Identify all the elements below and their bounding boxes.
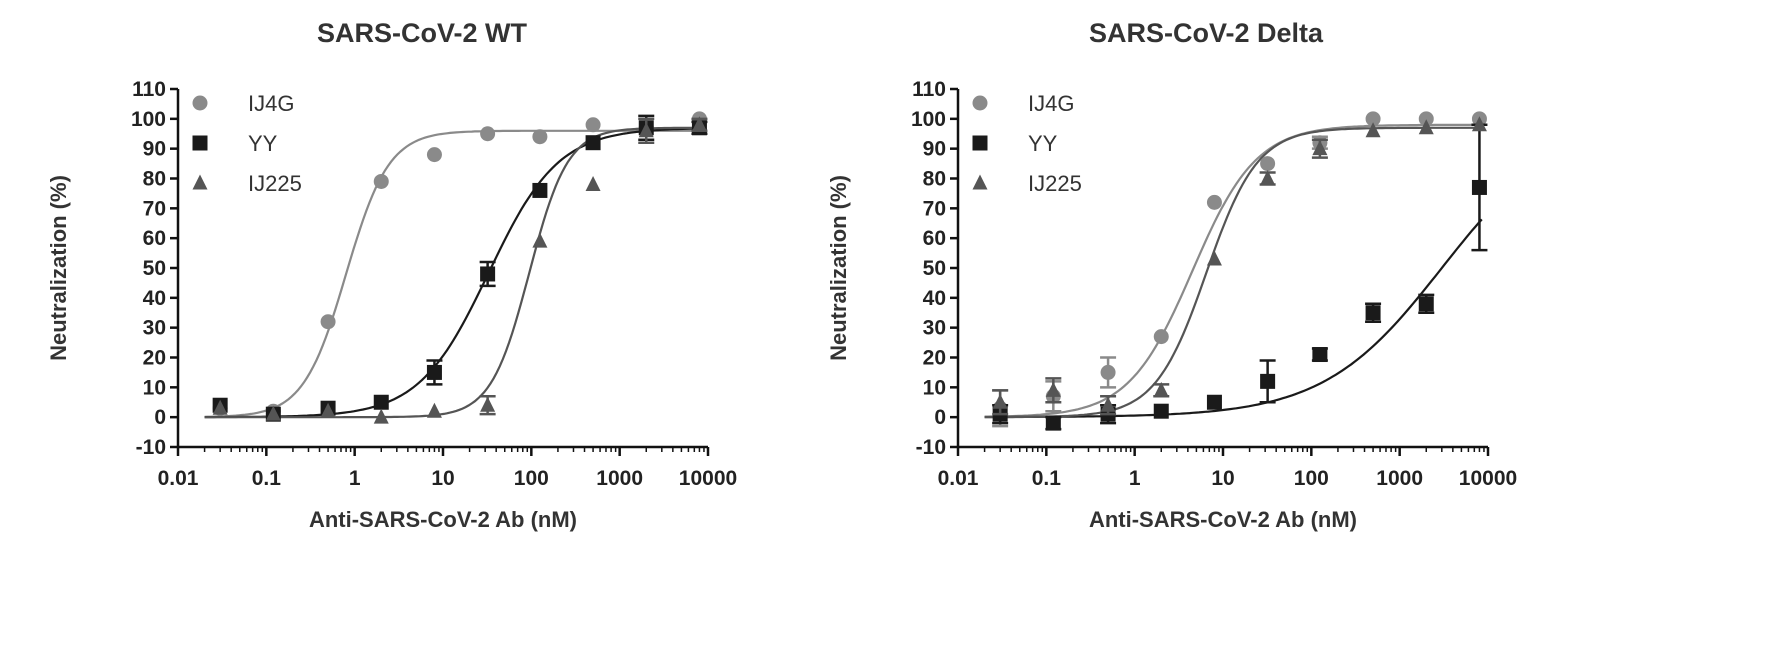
series-IJ225 — [213, 116, 708, 423]
x-tick-label: 0.01 — [938, 467, 979, 490]
x-tick-label: 10 — [431, 467, 454, 490]
series-YY — [213, 116, 708, 422]
x-tick-label: 10 — [1211, 467, 1234, 490]
data-point-IJ4G — [374, 174, 389, 189]
data-point-IJ225 — [532, 233, 547, 248]
x-tick-label: 100 — [1294, 467, 1329, 490]
y-axis-label: Neutralization (%) — [826, 175, 851, 361]
y-tick-label: 20 — [143, 347, 166, 370]
data-point-YY — [480, 266, 495, 281]
legend-marker-IJ225 — [193, 175, 208, 190]
data-point-YY — [1419, 296, 1434, 311]
data-point-YY — [1154, 404, 1169, 419]
data-point-IJ225 — [993, 394, 1008, 409]
y-tick-label: 110 — [132, 78, 166, 101]
legend-label: IJ225 — [248, 171, 302, 196]
y-tick-label: 70 — [923, 197, 946, 220]
y-tick-label: 50 — [923, 257, 946, 280]
data-point-IJ225 — [1046, 382, 1061, 397]
data-point-IJ225 — [427, 403, 442, 418]
data-point-IJ4G — [586, 117, 601, 132]
fit-curve-YY — [985, 219, 1482, 417]
data-point-IJ4G — [1260, 156, 1275, 171]
y-axis-label: Neutralization (%) — [46, 175, 71, 361]
y-tick-label: 40 — [143, 287, 166, 310]
y-tick-label: 70 — [143, 197, 166, 220]
x-tick-label: 0.1 — [252, 467, 282, 490]
y-tick-label: 80 — [143, 168, 166, 191]
legend-marker-YY — [973, 136, 988, 151]
y-tick-label: 60 — [143, 227, 166, 250]
legend-marker-IJ225 — [973, 175, 988, 190]
legend-label: YY — [248, 131, 278, 156]
legend-label: YY — [1028, 131, 1058, 156]
series-IJ225 — [992, 116, 1487, 414]
legend-label: IJ4G — [248, 91, 294, 116]
y-tick-label: 30 — [143, 317, 166, 340]
y-tick-label: 30 — [923, 317, 946, 340]
y-tick-label: 0 — [934, 406, 946, 429]
x-tick-label: 0.01 — [158, 467, 199, 490]
data-point-YY — [1260, 374, 1275, 389]
x-tick-label: 100 — [514, 467, 549, 490]
data-point-IJ4G — [427, 147, 442, 162]
y-tick-label: 10 — [923, 376, 946, 399]
data-point-IJ4G — [480, 126, 495, 141]
series-IJ4G — [213, 111, 707, 418]
y-tick-label: 90 — [143, 138, 166, 161]
y-tick-label: -10 — [916, 436, 946, 459]
data-point-YY — [1312, 347, 1327, 362]
data-point-IJ4G — [1154, 329, 1169, 344]
data-point-YY — [532, 183, 547, 198]
data-point-YY — [586, 135, 601, 150]
x-tick-label: 0.1 — [1032, 467, 1062, 490]
x-tick-label: 10000 — [1459, 467, 1517, 490]
x-tick-label: 1 — [1129, 467, 1141, 490]
chart-panel-2: SARS-CoV-2 Delta-10010203040506070809010… — [826, 18, 1517, 532]
y-tick-label: 90 — [923, 138, 946, 161]
legend-marker-IJ4G — [973, 96, 988, 111]
chart-title: SARS-CoV-2 Delta — [1089, 18, 1324, 48]
y-tick-label: 110 — [912, 78, 946, 101]
fit-curve-IJ4G — [985, 125, 1482, 417]
legend-label: IJ4G — [1028, 91, 1074, 116]
x-axis-label: Anti-SARS-CoV-2 Ab (nM) — [309, 507, 577, 532]
data-point-YY — [1207, 395, 1222, 410]
data-point-YY — [1472, 180, 1487, 195]
x-tick-label: 1000 — [1376, 467, 1423, 490]
data-point-IJ225 — [480, 397, 495, 412]
data-point-IJ225 — [586, 176, 601, 191]
y-tick-label: 0 — [154, 406, 166, 429]
chart-title: SARS-CoV-2 WT — [317, 18, 528, 48]
y-tick-label: 50 — [143, 257, 166, 280]
data-point-IJ225 — [1207, 251, 1222, 266]
y-tick-label: 40 — [923, 287, 946, 310]
x-axis-label: Anti-SARS-CoV-2 Ab (nM) — [1089, 507, 1357, 532]
legend-label: IJ225 — [1028, 171, 1082, 196]
x-tick-label: 10000 — [679, 467, 737, 490]
data-point-IJ4G — [1207, 195, 1222, 210]
chart-panel-1: SARS-CoV-2 WT-10010203040506070809010011… — [46, 18, 737, 532]
y-tick-label: 100 — [131, 108, 166, 131]
y-tick-label: 100 — [911, 108, 946, 131]
data-point-YY — [1366, 305, 1381, 320]
data-point-IJ4G — [321, 314, 336, 329]
data-point-IJ4G — [532, 129, 547, 144]
y-tick-label: 80 — [923, 168, 946, 191]
y-tick-label: 10 — [143, 376, 166, 399]
legend-marker-IJ4G — [193, 96, 208, 111]
data-point-YY — [374, 395, 389, 410]
data-point-IJ4G — [1101, 365, 1116, 380]
series-IJ4G — [992, 111, 1487, 426]
data-point-YY — [427, 365, 442, 380]
data-point-YY — [1046, 416, 1061, 431]
y-tick-label: 20 — [923, 347, 946, 370]
y-tick-label: 60 — [923, 227, 946, 250]
x-tick-label: 1 — [349, 467, 361, 490]
data-point-IJ225 — [1366, 122, 1381, 137]
x-tick-label: 1000 — [596, 467, 643, 490]
y-tick-label: -10 — [136, 436, 166, 459]
legend-marker-YY — [193, 136, 208, 151]
